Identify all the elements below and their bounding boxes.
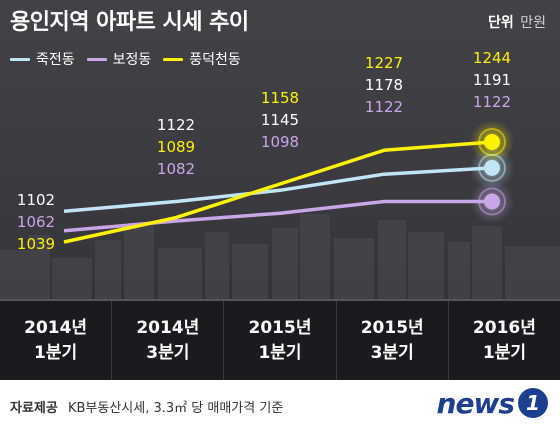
value-label-jukjeon: 1145 [261, 111, 299, 129]
chart-title: 용인지역 아파트 시세 추이 [10, 10, 249, 35]
x-tick-1: 2014년 3분기 [112, 301, 225, 380]
logo-text: news [436, 386, 515, 420]
value-label-pungdeokcheon: 1244 [473, 49, 511, 67]
legend-item-bojeong: 보정동 [86, 49, 152, 69]
source-note: 자료제공 KB부동산시세, 3.3㎡ 당 매매가격 기준 [10, 397, 283, 416]
endpoint-dot-bojeong [484, 193, 500, 210]
x-tick-label-year: 2014년 [24, 317, 88, 338]
endpoint-dot-pungdeokcheon [484, 134, 500, 150]
x-tick-label-quarter: 1분기 [34, 342, 78, 363]
source-text: KB부동산시세, 3.3㎡ 당 매매가격 기준 [67, 401, 284, 416]
source-key: 자료제공 [10, 401, 58, 416]
value-label-jukjeon: 1178 [365, 76, 403, 94]
value-label-jukjeon: 1122 [157, 116, 195, 134]
x-tick-label-year: 2016년 [472, 317, 536, 338]
value-label-bojeong: 1062 [17, 213, 55, 231]
legend-label-pungdeokcheon: 풍덕천동 [189, 52, 241, 68]
value-label-pungdeokcheon: 1089 [157, 138, 195, 156]
legend-item-jukjeon: 죽전동 [10, 49, 75, 69]
endpoint-ring-pungdeokcheon [478, 128, 506, 156]
x-tick-label-year: 2015년 [360, 317, 424, 338]
news1-logo: news 1 [430, 386, 548, 420]
unit-label: 단위 만원 [488, 12, 546, 32]
city-skyline [0, 214, 560, 300]
x-tick-label-quarter: 1분기 [482, 342, 526, 363]
chart-legend: 죽전동 보정동 풍덕천동 [10, 49, 241, 69]
unit-key: 단위 [488, 15, 514, 31]
value-label-jukjeon: 1102 [17, 191, 55, 209]
value-label-jukjeon: 1191 [473, 71, 511, 89]
x-tick-label-quarter: 3분기 [370, 342, 414, 363]
x-axis: 2014년 1분기 2014년 3분기 2015년 1분기 2015년 3분기 … [0, 299, 560, 380]
value-label-pungdeokcheon: 1039 [17, 235, 55, 253]
value-label-bojeong: 1122 [473, 93, 511, 111]
legend-swatch-bojeong [86, 57, 107, 61]
footer: 자료제공 KB부동산시세, 3.3㎡ 당 매매가격 기준 news 1 [0, 380, 560, 428]
logo-badge: 1 [518, 388, 548, 418]
legend-item-pungdeokcheon: 풍덕천동 [163, 49, 241, 69]
value-label-bojeong: 1082 [157, 160, 195, 178]
value-label-pungdeokcheon: 1227 [365, 54, 403, 72]
chart-panel: 1102 1062 1039 1122 1089 1082 1158 1145 1098 1227… [0, 0, 560, 380]
legend-label-jukjeon: 죽전동 [36, 52, 75, 68]
line-chart: 1102 1062 1039 1122 1089 1082 1158 1145 1098 1227… [0, 49, 560, 300]
legend-label-bojeong: 보정동 [112, 52, 152, 68]
x-tick-3: 2015년 3분기 [337, 301, 449, 380]
endpoint-ring-bojeong [478, 187, 506, 216]
series-line-pungdeokcheon [63, 140, 493, 244]
unit-value: 만원 [520, 15, 546, 31]
value-label-pungdeokcheon: 1158 [261, 89, 299, 107]
legend-swatch-jukjeon [10, 57, 30, 61]
x-tick-label-year: 2014년 [136, 317, 200, 338]
endpoint-dot-jukjeon [484, 159, 500, 176]
x-tick-0: 2014년 1분기 [0, 301, 113, 380]
value-label-bojeong: 1122 [365, 98, 403, 116]
x-tick-label-quarter: 3분기 [146, 342, 190, 363]
x-tick-label-quarter: 1분기 [258, 342, 302, 363]
legend-swatch-pungdeokcheon [163, 57, 184, 61]
x-tick-label-year: 2015년 [248, 317, 312, 338]
x-tick-2: 2015년 1분기 [224, 301, 337, 380]
series-line-jukjeon [63, 166, 493, 214]
value-label-bojeong: 1098 [261, 133, 299, 151]
x-tick-4: 2016년 1분기 [449, 301, 560, 380]
